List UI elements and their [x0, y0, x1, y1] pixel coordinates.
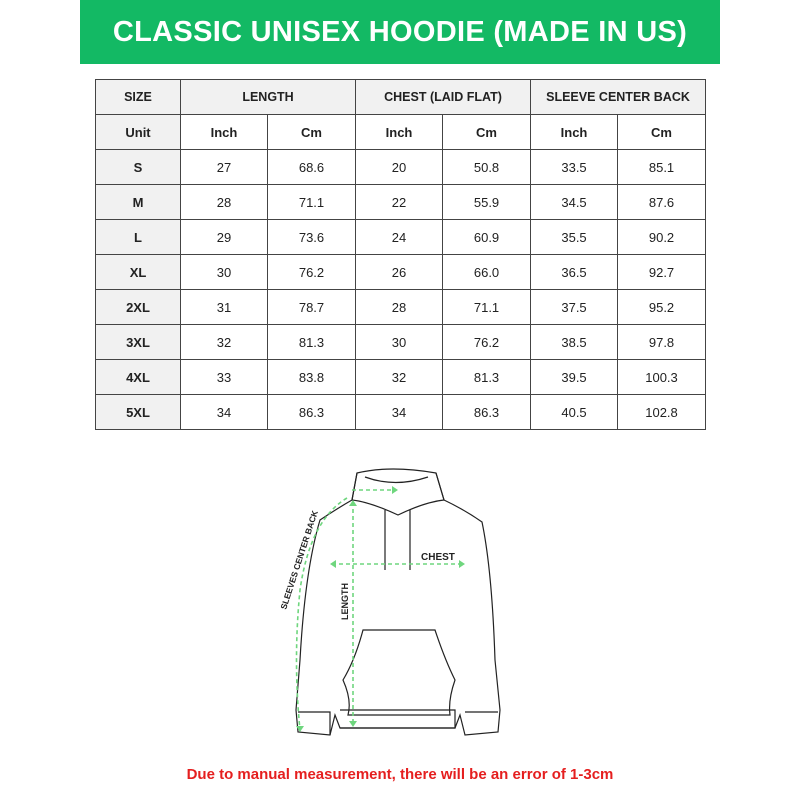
- value-cell: 33.5: [530, 149, 619, 185]
- value-cell: 28: [180, 184, 268, 220]
- value-cell: 76.2: [442, 324, 532, 360]
- arrow-heads: [296, 486, 465, 732]
- value-cell: 71.1: [442, 289, 532, 325]
- size-cell: 2XL: [95, 289, 181, 325]
- value-cell: 30: [355, 324, 444, 360]
- value-cell: 100.3: [617, 359, 707, 395]
- value-cell: 35.5: [530, 219, 619, 255]
- unit-cell: Cm: [442, 114, 532, 150]
- table-row: M 28 71.1 22 55.9 34.5 87.6: [95, 184, 707, 220]
- value-cell: 34: [180, 394, 268, 430]
- table-row: 5XL 34 86.3 34 86.3 40.5 102.8: [95, 394, 707, 430]
- value-cell: 86.3: [266, 394, 357, 430]
- size-cell: 3XL: [95, 324, 181, 360]
- value-cell: 32: [180, 324, 268, 360]
- value-cell: 31: [180, 289, 268, 325]
- size-cell: 5XL: [95, 394, 181, 430]
- unit-cell: Inch: [355, 114, 444, 150]
- header-chest: CHEST (LAID FLAT): [355, 79, 532, 115]
- value-cell: 26: [355, 254, 444, 290]
- table-row: XL 30 76.2 26 66.0 36.5 92.7: [95, 254, 707, 290]
- value-cell: 30: [180, 254, 268, 290]
- value-cell: 29: [180, 219, 268, 255]
- table-row: 2XL 31 78.7 28 71.1 37.5 95.2: [95, 289, 707, 325]
- value-cell: 97.8: [617, 324, 707, 360]
- value-cell: 50.8: [442, 149, 532, 185]
- table-row: 4XL 33 83.8 32 81.3 39.5 100.3: [95, 359, 707, 395]
- value-cell: 27: [180, 149, 268, 185]
- value-cell: 90.2: [617, 219, 707, 255]
- value-cell: 85.1: [617, 149, 707, 185]
- value-cell: 71.1: [266, 184, 357, 220]
- value-cell: 87.6: [617, 184, 707, 220]
- table-row: 3XL 32 81.3 30 76.2 38.5 97.8: [95, 324, 707, 360]
- value-cell: 39.5: [530, 359, 619, 395]
- value-cell: 34.5: [530, 184, 619, 220]
- unit-cell: Cm: [617, 114, 707, 150]
- value-cell: 60.9: [442, 219, 532, 255]
- value-cell: 78.7: [266, 289, 357, 325]
- length-label: LENGTH: [340, 583, 350, 620]
- title-banner: CLASSIC UNISEX HOODIE (MADE IN US): [80, 0, 720, 64]
- size-cell: M: [95, 184, 181, 220]
- value-cell: 55.9: [442, 184, 532, 220]
- value-cell: 24: [355, 219, 444, 255]
- value-cell: 22: [355, 184, 444, 220]
- value-cell: 86.3: [442, 394, 532, 430]
- table-row: L 29 73.6 24 60.9 35.5 90.2: [95, 219, 707, 255]
- value-cell: 37.5: [530, 289, 619, 325]
- value-cell: 36.5: [530, 254, 619, 290]
- header-length: LENGTH: [179, 79, 357, 115]
- header-sleeve: SLEEVE CENTER BACK: [530, 79, 707, 115]
- group-header-row: SIZE LENGTH CHEST (LAID FLAT) SLEEVE CEN…: [95, 79, 707, 115]
- value-cell: 102.8: [617, 394, 707, 430]
- size-cell: 4XL: [95, 359, 181, 395]
- value-cell: 92.7: [617, 254, 707, 290]
- unit-row: Unit Inch Cm Inch Cm Inch Cm: [95, 114, 707, 150]
- value-cell: 66.0: [442, 254, 532, 290]
- unit-cell: Inch: [530, 114, 619, 150]
- value-cell: 76.2: [266, 254, 357, 290]
- size-table: SIZE LENGTH CHEST (LAID FLAT) SLEEVE CEN…: [95, 79, 707, 430]
- size-cell: L: [95, 219, 181, 255]
- measurement-note: Due to manual measurement, there will be…: [186, 766, 614, 783]
- value-cell: 34: [355, 394, 444, 430]
- measure-lines: [295, 489, 463, 731]
- value-cell: 32: [355, 359, 444, 395]
- unit-cell: Cm: [266, 114, 357, 150]
- value-cell: 33: [180, 359, 268, 395]
- size-cell: XL: [95, 254, 181, 290]
- hoodie-diagram: CHEST LENGTH SLEEVES CENTER BACK: [278, 468, 501, 736]
- value-cell: 68.6: [266, 149, 357, 185]
- value-cell: 81.3: [266, 324, 357, 360]
- header-size: SIZE: [95, 79, 181, 115]
- hoodie-outline: [295, 468, 501, 736]
- value-cell: 81.3: [442, 359, 532, 395]
- unit-cell: Inch: [180, 114, 268, 150]
- table-row: S 27 68.6 20 50.8 33.5 85.1: [95, 149, 707, 185]
- value-cell: 40.5: [530, 394, 619, 430]
- value-cell: 73.6: [266, 219, 357, 255]
- unit-label: Unit: [95, 114, 181, 150]
- size-cell: S: [95, 149, 181, 185]
- value-cell: 95.2: [617, 289, 707, 325]
- value-cell: 38.5: [530, 324, 619, 360]
- chest-label: CHEST: [421, 552, 455, 563]
- page-title: CLASSIC UNISEX HOODIE (MADE IN US): [112, 15, 688, 48]
- value-cell: 28: [355, 289, 444, 325]
- value-cell: 20: [355, 149, 444, 185]
- value-cell: 83.8: [266, 359, 357, 395]
